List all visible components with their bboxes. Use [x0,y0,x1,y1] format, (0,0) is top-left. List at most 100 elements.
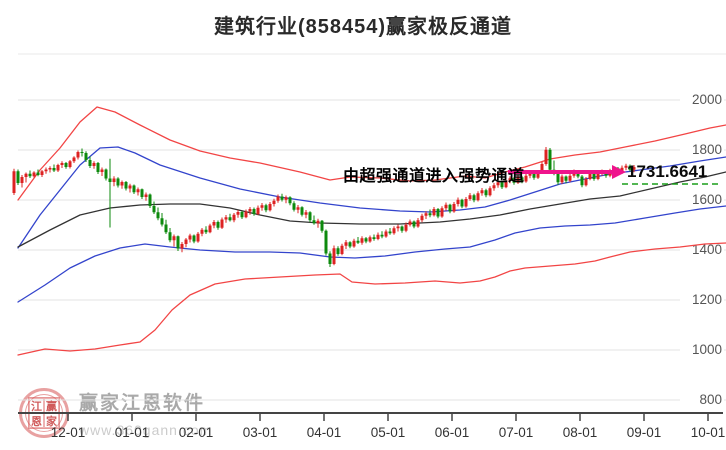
candle-body [28,173,32,177]
candle-body [84,153,88,160]
x-axis-label: 06-01 [435,425,470,440]
candle-body [476,193,480,201]
candle-body [368,237,372,242]
candle-body [432,209,436,216]
x-axis-label: 01-01 [115,425,150,440]
candle-body [24,173,28,177]
candle-body [472,195,476,201]
candle-body [568,175,572,181]
y-label-bg [680,241,724,257]
y-axis-label: 1600 [692,192,722,207]
candle-body [548,149,552,170]
candle-body [268,204,272,211]
candle-body [468,195,472,199]
candle-body [484,190,488,196]
candle-body [512,178,516,183]
candle-body [296,207,300,210]
candle-body [440,208,444,217]
channel-line-middle-black [17,171,726,248]
candle-body [364,238,368,242]
candle-body [192,235,196,242]
y-axis-label: 800 [699,392,722,407]
x-axis-label: 03-01 [243,425,278,440]
candle-body [240,212,244,218]
candle-body [236,212,240,215]
candle-body [116,178,120,186]
candle-body [252,209,256,214]
candle-body [496,182,500,186]
candle-body [536,172,540,178]
candle-body [212,222,216,226]
candle-body [352,240,356,247]
candle-body [416,220,420,227]
y-label-bg [680,341,724,357]
candle-body [412,221,416,227]
candle-body [80,152,84,153]
candle-body [480,190,484,194]
candle-body [144,194,148,197]
candle-body [104,169,108,179]
candle-body [148,194,152,206]
annotation-arrow-head [612,165,626,179]
channel-annotation: 由超强通道进入强势通道 [343,168,525,185]
candle-body [168,232,172,241]
candle-body [256,207,260,214]
candle-body [348,242,352,247]
candle-body [16,171,20,183]
channel-line-inner-bottom-blue [17,205,726,303]
candle-body [276,196,280,201]
candle-body [528,173,532,176]
candle-body [392,228,396,234]
candle-body [460,199,464,207]
last-price-label: 1731.6641 [627,162,708,181]
candle-body [272,200,276,204]
candle-body [564,176,568,181]
candle-body [56,165,60,171]
candle-body [456,199,460,204]
candle-body [516,177,520,183]
candle-body [232,214,236,221]
candle-body [404,224,408,231]
candle-body [336,248,340,254]
candle-body [524,175,528,182]
channel-line-outer-top-red [17,106,726,201]
y-label-bg [680,391,724,407]
candle-body [380,234,384,237]
watermark-url: www.360gann.com [79,422,213,438]
candle-body [360,238,364,243]
candle-body [244,211,248,218]
candle-body [140,189,144,197]
candle-body [248,209,252,212]
candle-body [280,196,284,200]
candle-body [40,171,44,175]
candle-body [12,171,16,193]
candle-body [628,165,632,170]
candle-body [164,224,168,233]
candle-body [356,240,360,243]
candle-body [176,236,180,249]
candle-body [208,225,212,233]
candle-body [136,189,140,193]
candle-body [264,205,268,211]
candle-body [224,217,228,220]
candle-body [36,172,40,175]
candle-body [596,173,600,179]
x-axis-label: 05-01 [371,425,406,440]
y-label-bg [680,91,724,107]
y-label-bg [680,141,724,157]
candle-body [320,220,324,231]
candle-body [76,152,80,158]
candle-body [288,197,292,204]
y-axis-label: 1000 [692,342,722,357]
x-axis-label: 07-01 [499,425,534,440]
watermark-brand: 赢家江恩软件 [79,393,206,414]
y-axis-label: 1800 [692,142,722,157]
x-axis-label: 04-01 [307,425,342,440]
x-axis-label: 10-01 [691,425,726,440]
candle-body [556,172,560,183]
candle-body [304,212,308,215]
candle-body [428,213,432,216]
candle-body [340,245,344,254]
